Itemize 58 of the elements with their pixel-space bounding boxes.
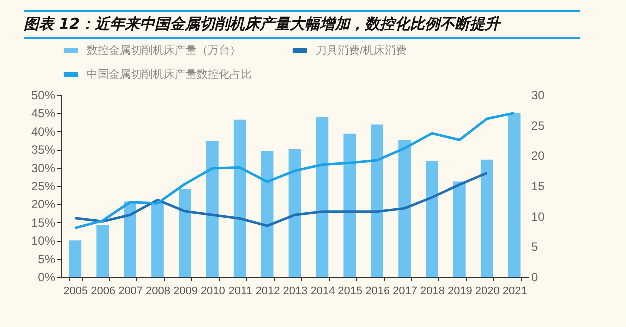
bar: [371, 124, 384, 277]
y-tick-label: 50%: [31, 88, 56, 102]
y-tick-label: 0%: [38, 270, 56, 284]
bar: [316, 117, 329, 277]
x-tick-label: 2012: [256, 286, 280, 298]
y-tick-label: 20%: [31, 198, 56, 212]
bar: [426, 161, 438, 277]
y2-tick-label: 30: [532, 88, 546, 102]
bar: [206, 141, 219, 277]
chart-title: 图表 12：近年来中国金属切削机床产量大幅增加，数控化比例不断提升: [24, 10, 580, 39]
bar: [344, 134, 356, 277]
bar: [454, 182, 466, 277]
y2-tick-label: 20: [532, 149, 546, 164]
x-tick-label: 2015: [338, 286, 363, 298]
y-tick-label: 10%: [31, 234, 56, 248]
legend-label: 中国金属切削机床产量数控化占比: [87, 68, 252, 81]
bar: [69, 240, 82, 277]
x-tick-label: 2008: [146, 286, 170, 298]
bar: [261, 151, 274, 277]
y-tick-label: 25%: [31, 180, 56, 194]
x-tick-label: 2020: [475, 286, 500, 298]
y-tick-label: 45%: [31, 106, 56, 121]
y-tick-label: 40%: [31, 124, 56, 139]
x-tick-label: 2010: [200, 286, 226, 298]
legend-label: 数控金属切削机床产量（万台）: [87, 44, 241, 57]
y-tick-label: 35%: [31, 143, 56, 158]
y2-tick-label: 0: [532, 270, 538, 284]
y-tick-label: 30%: [31, 161, 56, 176]
bar: [152, 202, 164, 277]
legend-label: 刀具消费/机床消费: [316, 44, 408, 57]
y2-tick-label: 10: [532, 210, 546, 224]
x-tick-label: 2013: [283, 286, 308, 298]
bar: [508, 113, 521, 277]
x-tick-label: 2018: [420, 286, 445, 298]
line-series: [74, 172, 488, 228]
bar: [179, 189, 192, 277]
x-tick-label: 2016: [366, 286, 390, 298]
x-tick-label: 2007: [118, 286, 144, 298]
x-tick-label: 2021: [502, 286, 528, 298]
x-tick-label: 2005: [64, 286, 88, 298]
y2-tick-label: 25: [532, 118, 546, 133]
bar: [480, 160, 494, 277]
bar: [96, 225, 110, 277]
bar: [234, 120, 246, 277]
x-tick-label: 2011: [228, 286, 252, 298]
line-series: [74, 112, 516, 230]
y2-tick-label: 5: [532, 240, 538, 254]
x-tick-label: 2014: [310, 286, 336, 298]
y-tick-label: 5%: [38, 252, 56, 266]
x-tick-label: 2017: [393, 286, 418, 298]
bar: [124, 202, 136, 277]
x-tick-label: 2019: [448, 286, 472, 298]
x-tick-label: 2006: [91, 286, 116, 298]
x-tick-label: 2009: [173, 286, 198, 298]
y-tick-label: 15%: [31, 216, 56, 230]
bar: [288, 148, 302, 277]
bar: [398, 140, 411, 277]
y2-tick-label: 15: [532, 180, 546, 194]
